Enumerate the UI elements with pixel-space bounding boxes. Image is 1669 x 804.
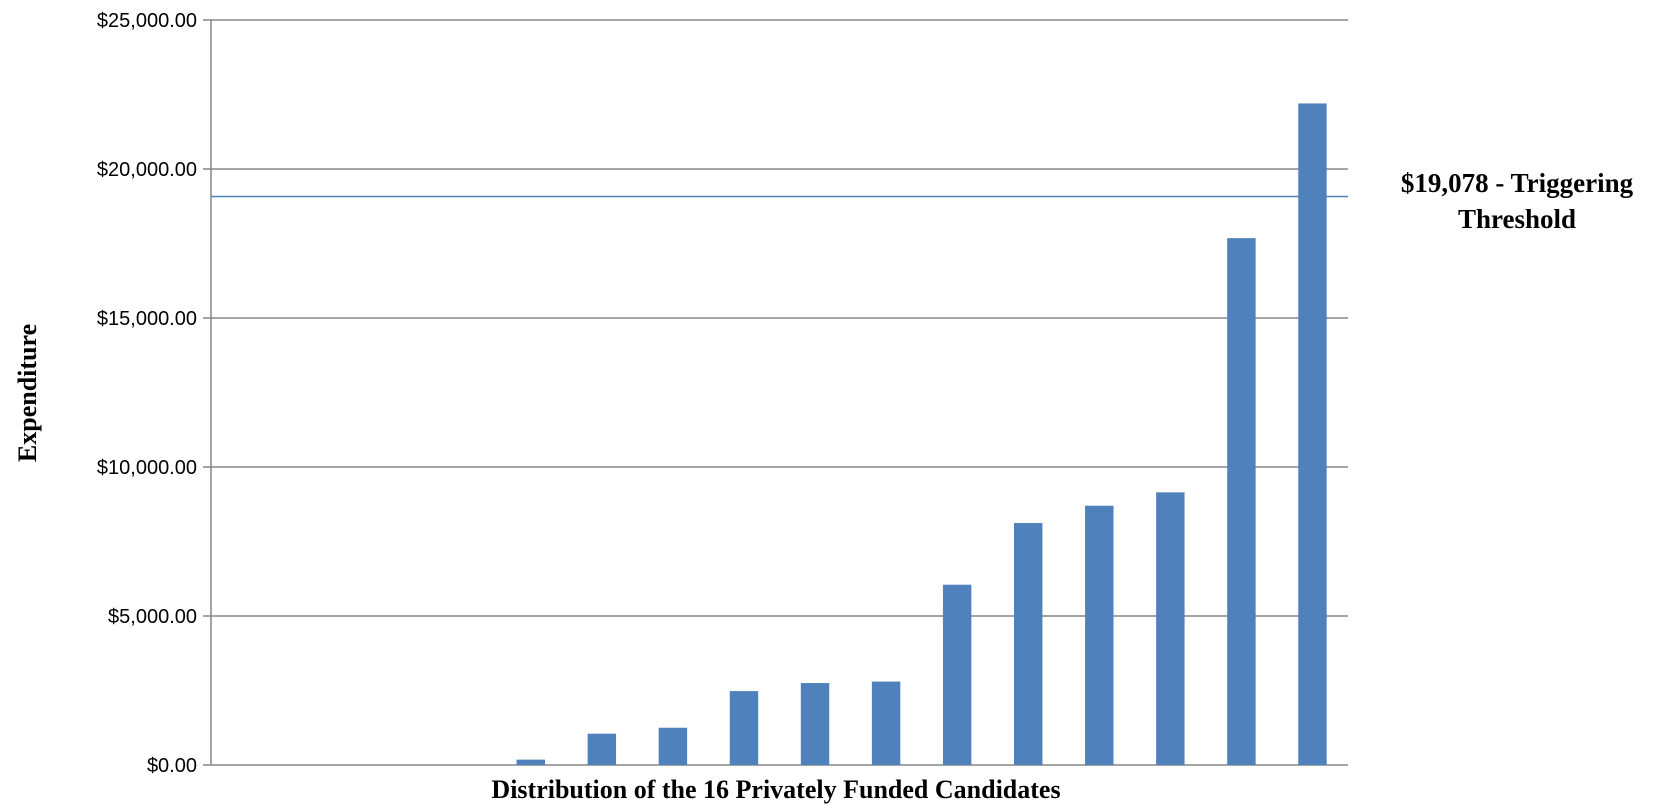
x-axis-title: Distribution of the 16 Privately Funded … (491, 775, 1060, 804)
bar (800, 683, 830, 765)
y-tick-label: $10,000.00 (97, 457, 197, 479)
y-axis-title: Expenditure (13, 324, 42, 462)
bar (658, 727, 688, 765)
bar (1085, 505, 1114, 765)
y-tick-label: $5,000.00 (108, 606, 197, 628)
y-tick-label: $20,000.00 (97, 159, 197, 181)
y-tick-labels: $0.00 $5,000.00 $10,000.00 $15,000.00 $20,00… (97, 10, 197, 777)
bar (871, 681, 901, 765)
bar (942, 584, 972, 765)
y-tick-label: $25,000.00 (97, 10, 197, 32)
bar (516, 759, 545, 765)
bar (1298, 103, 1327, 765)
y-tick-label: $0.00 (147, 755, 197, 777)
bar (1156, 492, 1185, 765)
bar (729, 691, 759, 765)
threshold-label-line1: $19,078 - Triggering (1401, 168, 1634, 198)
bars (516, 103, 1327, 766)
threshold-label-line2: Threshold (1458, 204, 1576, 234)
y-tick-label: $15,000.00 (97, 308, 197, 330)
bar (587, 733, 617, 765)
bar (1227, 238, 1256, 766)
bar (1014, 523, 1043, 765)
